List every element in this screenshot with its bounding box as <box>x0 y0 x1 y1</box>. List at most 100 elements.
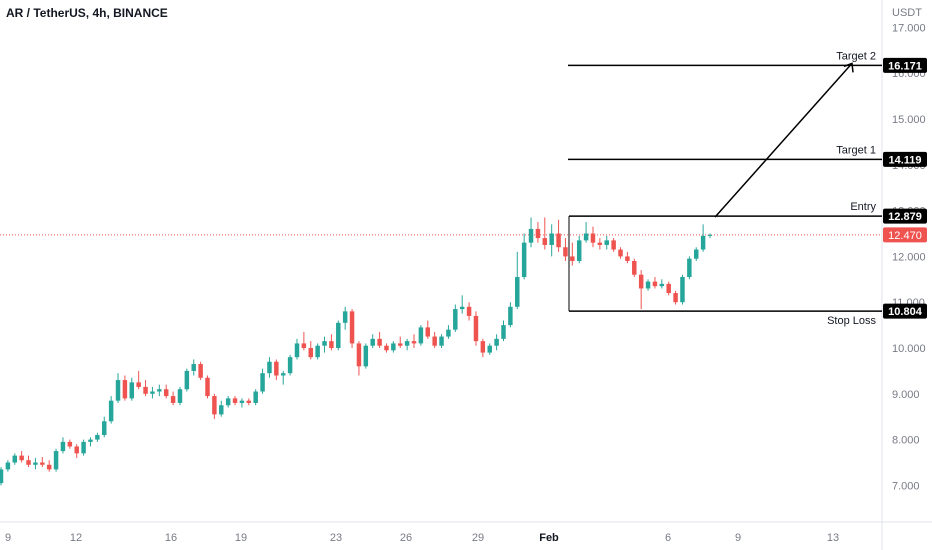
candle-body <box>301 343 307 348</box>
level-label: Target 1 <box>836 144 876 156</box>
x-tick-label: 9 <box>735 532 741 544</box>
candle-body <box>253 391 258 403</box>
candle-body <box>198 364 203 378</box>
level-label: Target 2 <box>836 50 876 62</box>
candle-body <box>583 233 589 241</box>
candle-body <box>487 345 492 353</box>
candle-body <box>384 345 389 351</box>
y-tick-label: 8.000 <box>892 435 920 447</box>
level-label: Stop Loss <box>827 315 876 327</box>
current-price-tag-bg <box>883 227 927 243</box>
y-tick-label: 9.000 <box>892 389 920 401</box>
candle-body <box>576 240 582 261</box>
candle-body <box>535 228 541 239</box>
candle-body <box>219 405 224 415</box>
candle-body <box>693 249 699 259</box>
candle-body <box>136 382 141 387</box>
candle-body <box>232 398 238 403</box>
current-price-tag-text: 12.470 <box>888 230 922 242</box>
candle-body <box>563 247 568 257</box>
candle-body <box>370 338 375 346</box>
candle-body <box>425 327 431 337</box>
candle-body <box>515 277 520 307</box>
candle-body <box>391 343 396 351</box>
candle-body <box>611 240 616 250</box>
candle-body <box>329 341 334 348</box>
x-tick-label: 26 <box>400 532 412 544</box>
candle-body <box>267 361 272 374</box>
price-tag-text: 14.119 <box>888 154 921 166</box>
candle-body <box>88 439 93 442</box>
candle-body <box>115 380 121 401</box>
price-tag-bg <box>883 151 927 167</box>
candle-body <box>170 396 176 403</box>
candle-body <box>129 382 135 399</box>
candle-body <box>521 242 527 278</box>
y-tick-label: 10.000 <box>892 343 926 355</box>
candle-body <box>74 446 79 454</box>
price-tag-text: 16.171 <box>888 60 922 72</box>
candle-body <box>53 451 59 470</box>
candle-body <box>308 348 313 358</box>
candle-body <box>356 343 362 367</box>
candle-body <box>411 341 417 344</box>
projection-arrow-head <box>843 62 854 73</box>
candle-body <box>549 233 554 245</box>
candle-body <box>184 370 190 390</box>
candle-body <box>212 396 217 415</box>
candle-body <box>239 400 245 403</box>
candle-body <box>652 281 658 287</box>
candle-body <box>453 309 458 330</box>
candle-body <box>570 256 575 261</box>
candle-body <box>459 306 465 310</box>
candle-body <box>680 277 685 303</box>
candle-body <box>5 462 11 470</box>
candle-body <box>40 462 45 465</box>
candle-body <box>638 274 644 289</box>
candle-body <box>67 441 73 447</box>
candle-body <box>12 455 18 463</box>
candle-body <box>418 327 424 344</box>
candle-body <box>363 345 369 367</box>
candle-body <box>666 283 671 294</box>
candle-body <box>618 249 623 257</box>
candle-body <box>102 421 107 436</box>
candle-body <box>60 441 66 452</box>
candle-body <box>150 391 155 394</box>
candle-body <box>659 283 665 287</box>
x-tick-label: 29 <box>472 532 484 544</box>
x-tick-label: 6 <box>665 532 671 544</box>
candle-body <box>625 256 630 261</box>
candle-body <box>177 389 183 403</box>
candle-body <box>473 315 479 342</box>
candle-body <box>466 306 472 316</box>
candle-body <box>556 233 561 248</box>
candle-body <box>673 293 678 303</box>
candle-body <box>404 341 410 346</box>
currency-label: USDT <box>892 7 922 19</box>
candle-body <box>95 435 100 440</box>
candle-body <box>274 361 279 376</box>
candle-body <box>26 460 31 465</box>
candle-body <box>260 373 265 392</box>
y-tick-label: 12.000 <box>892 251 926 263</box>
candle-body <box>377 338 382 346</box>
y-tick-label: 7.000 <box>892 480 920 492</box>
candle-body <box>246 400 252 403</box>
candle-body <box>108 400 114 422</box>
candle-body <box>163 389 169 397</box>
level-label: Entry <box>850 201 876 213</box>
candle-body <box>315 345 320 358</box>
candle-body <box>508 306 513 326</box>
candle-body <box>604 240 609 245</box>
price-tag-bg <box>883 303 927 319</box>
price-tag-text: 10.804 <box>888 306 923 318</box>
candle-body <box>687 258 692 278</box>
candle-body <box>501 325 506 339</box>
candle-body <box>342 311 348 323</box>
candle-body <box>707 234 713 236</box>
price-tag-bg <box>883 208 927 224</box>
candle-body <box>542 238 548 245</box>
